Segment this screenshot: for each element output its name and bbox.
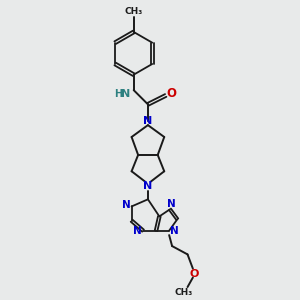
- Text: CH₃: CH₃: [124, 7, 143, 16]
- Text: N: N: [170, 226, 179, 236]
- Text: H: H: [114, 89, 122, 99]
- Text: N: N: [121, 89, 130, 99]
- Text: O: O: [189, 269, 199, 279]
- Text: N: N: [133, 226, 142, 236]
- Text: N: N: [143, 181, 152, 191]
- Text: N: N: [122, 200, 130, 210]
- Text: N: N: [167, 199, 176, 209]
- Text: O: O: [166, 88, 176, 100]
- Text: N: N: [143, 116, 152, 126]
- Text: CH₃: CH₃: [175, 289, 193, 298]
